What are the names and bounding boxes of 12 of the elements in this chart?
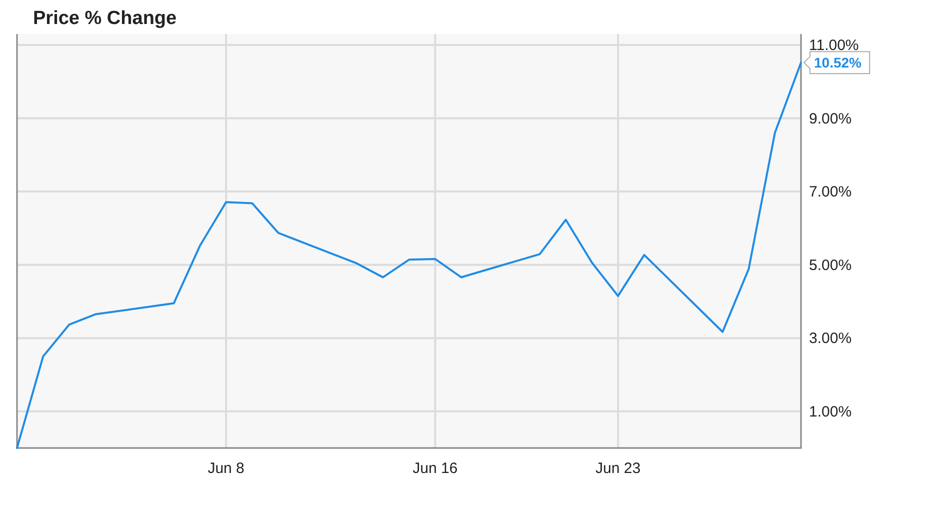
y-tick-label: 3.00% <box>809 330 852 348</box>
x-tick-label: Jun 8 <box>208 460 244 477</box>
y-tick-label: 1.00% <box>809 403 852 420</box>
y-tick-label: 5.00% <box>809 256 852 274</box>
chart-title: Price % Change <box>33 8 177 29</box>
line-series <box>16 62 802 449</box>
y-tick-label: 11.00% <box>809 36 859 54</box>
data-label: 10.52% <box>814 54 862 71</box>
y-tick-label: 7.00% <box>809 184 852 201</box>
x-tick-label: Jun 23 <box>596 460 641 477</box>
y-tick-label: 9.00% <box>809 110 852 128</box>
x-tick-label: Jun 16 <box>412 460 458 477</box>
